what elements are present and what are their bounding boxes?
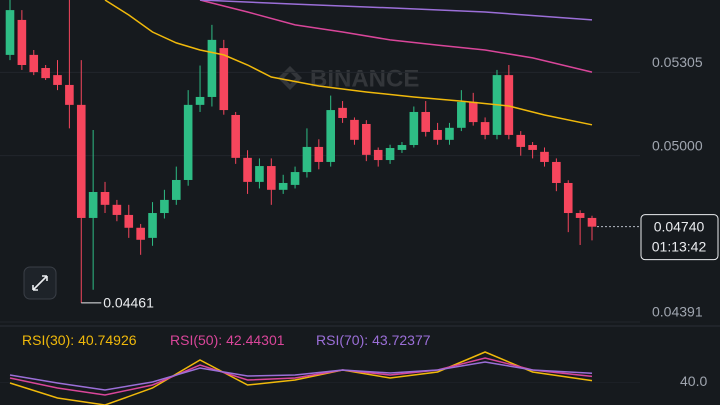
watermark-text: BINANCE bbox=[310, 65, 419, 92]
candle-body bbox=[100, 191, 110, 205]
rsi-legend: RSI(70): 43.72377 bbox=[316, 332, 431, 348]
candle-body bbox=[528, 145, 537, 150]
candle-body bbox=[397, 145, 407, 150]
moving-average-line bbox=[104, 0, 593, 126]
candle-body bbox=[314, 146, 324, 162]
rsi-line bbox=[9, 351, 593, 405]
candle-body bbox=[207, 39, 217, 97]
candle-body bbox=[516, 134, 526, 147]
y-tick-label: 0.05000 bbox=[652, 137, 703, 153]
candle-body bbox=[148, 213, 157, 238]
countdown-label: 01:13:42 bbox=[652, 238, 707, 254]
candle-body bbox=[302, 146, 312, 173]
candle-body bbox=[480, 122, 490, 135]
candle-body bbox=[17, 19, 27, 66]
candle-body bbox=[468, 101, 478, 123]
rsi-legend-value: 40.74926 bbox=[78, 332, 137, 348]
candle-body bbox=[255, 166, 264, 182]
candle-body bbox=[41, 68, 50, 79]
candle-body bbox=[183, 104, 193, 180]
candle-body bbox=[362, 123, 371, 155]
candle-body bbox=[421, 111, 431, 132]
expand-button[interactable] bbox=[23, 266, 57, 300]
candle-body bbox=[409, 111, 419, 146]
candle-body bbox=[587, 217, 597, 227]
candle-body bbox=[350, 119, 359, 140]
candle-body bbox=[373, 149, 383, 161]
candle-body bbox=[219, 48, 229, 111]
rsi-legend: RSI(50): 42.44301 bbox=[170, 332, 285, 348]
moving-average-line bbox=[199, 0, 593, 73]
candle-body bbox=[171, 179, 181, 200]
rsi-legend-name: RSI(70): bbox=[316, 332, 368, 348]
low-annotation-label: 0.04461 bbox=[103, 295, 154, 311]
candle-body bbox=[563, 182, 573, 214]
candle-body bbox=[540, 151, 549, 162]
candle-body bbox=[504, 75, 514, 135]
y-tick-label: 0.05305 bbox=[652, 54, 703, 70]
candle-body bbox=[112, 204, 122, 215]
last-price-label: 0.04740 bbox=[654, 218, 705, 234]
candle-body bbox=[65, 84, 74, 105]
candle-body bbox=[136, 227, 145, 240]
candle-body bbox=[385, 148, 395, 161]
candle-body bbox=[76, 104, 86, 218]
rsi-legend: RSI(30): 40.74926 bbox=[22, 332, 137, 348]
candle-body bbox=[290, 172, 300, 185]
candle-body bbox=[53, 75, 62, 85]
y-tick-label: 0.04391 bbox=[652, 304, 703, 320]
rsi-legend-name: RSI(30): bbox=[22, 332, 74, 348]
rsi-line bbox=[9, 357, 593, 396]
candle-body bbox=[231, 114, 240, 158]
moving-average-line bbox=[199, 0, 593, 21]
candle-body bbox=[433, 130, 442, 140]
candle-body bbox=[278, 182, 288, 190]
expand-icon[interactable] bbox=[32, 275, 48, 291]
candle-body bbox=[5, 10, 15, 55]
candle-body bbox=[195, 96, 205, 105]
candle-body bbox=[326, 110, 335, 162]
candle-body bbox=[445, 127, 454, 140]
candle-body bbox=[457, 101, 466, 128]
candle-body bbox=[29, 54, 39, 73]
candle-body bbox=[160, 199, 169, 214]
last-price-badge bbox=[640, 214, 719, 261]
rsi-line bbox=[9, 361, 593, 391]
candle-body bbox=[267, 166, 276, 190]
candle-body bbox=[338, 107, 347, 118]
candle-body bbox=[88, 191, 98, 218]
rsi-legend-name: RSI(50): bbox=[170, 332, 222, 348]
rsi-tick-label: 40.0 bbox=[680, 373, 707, 389]
candle-body bbox=[124, 214, 134, 228]
candle-body bbox=[552, 161, 561, 183]
rsi-legend-value: 42.44301 bbox=[226, 332, 285, 348]
rsi-legend-value: 43.72377 bbox=[372, 332, 431, 348]
candle-body bbox=[243, 157, 252, 182]
candle-body bbox=[575, 213, 585, 218]
